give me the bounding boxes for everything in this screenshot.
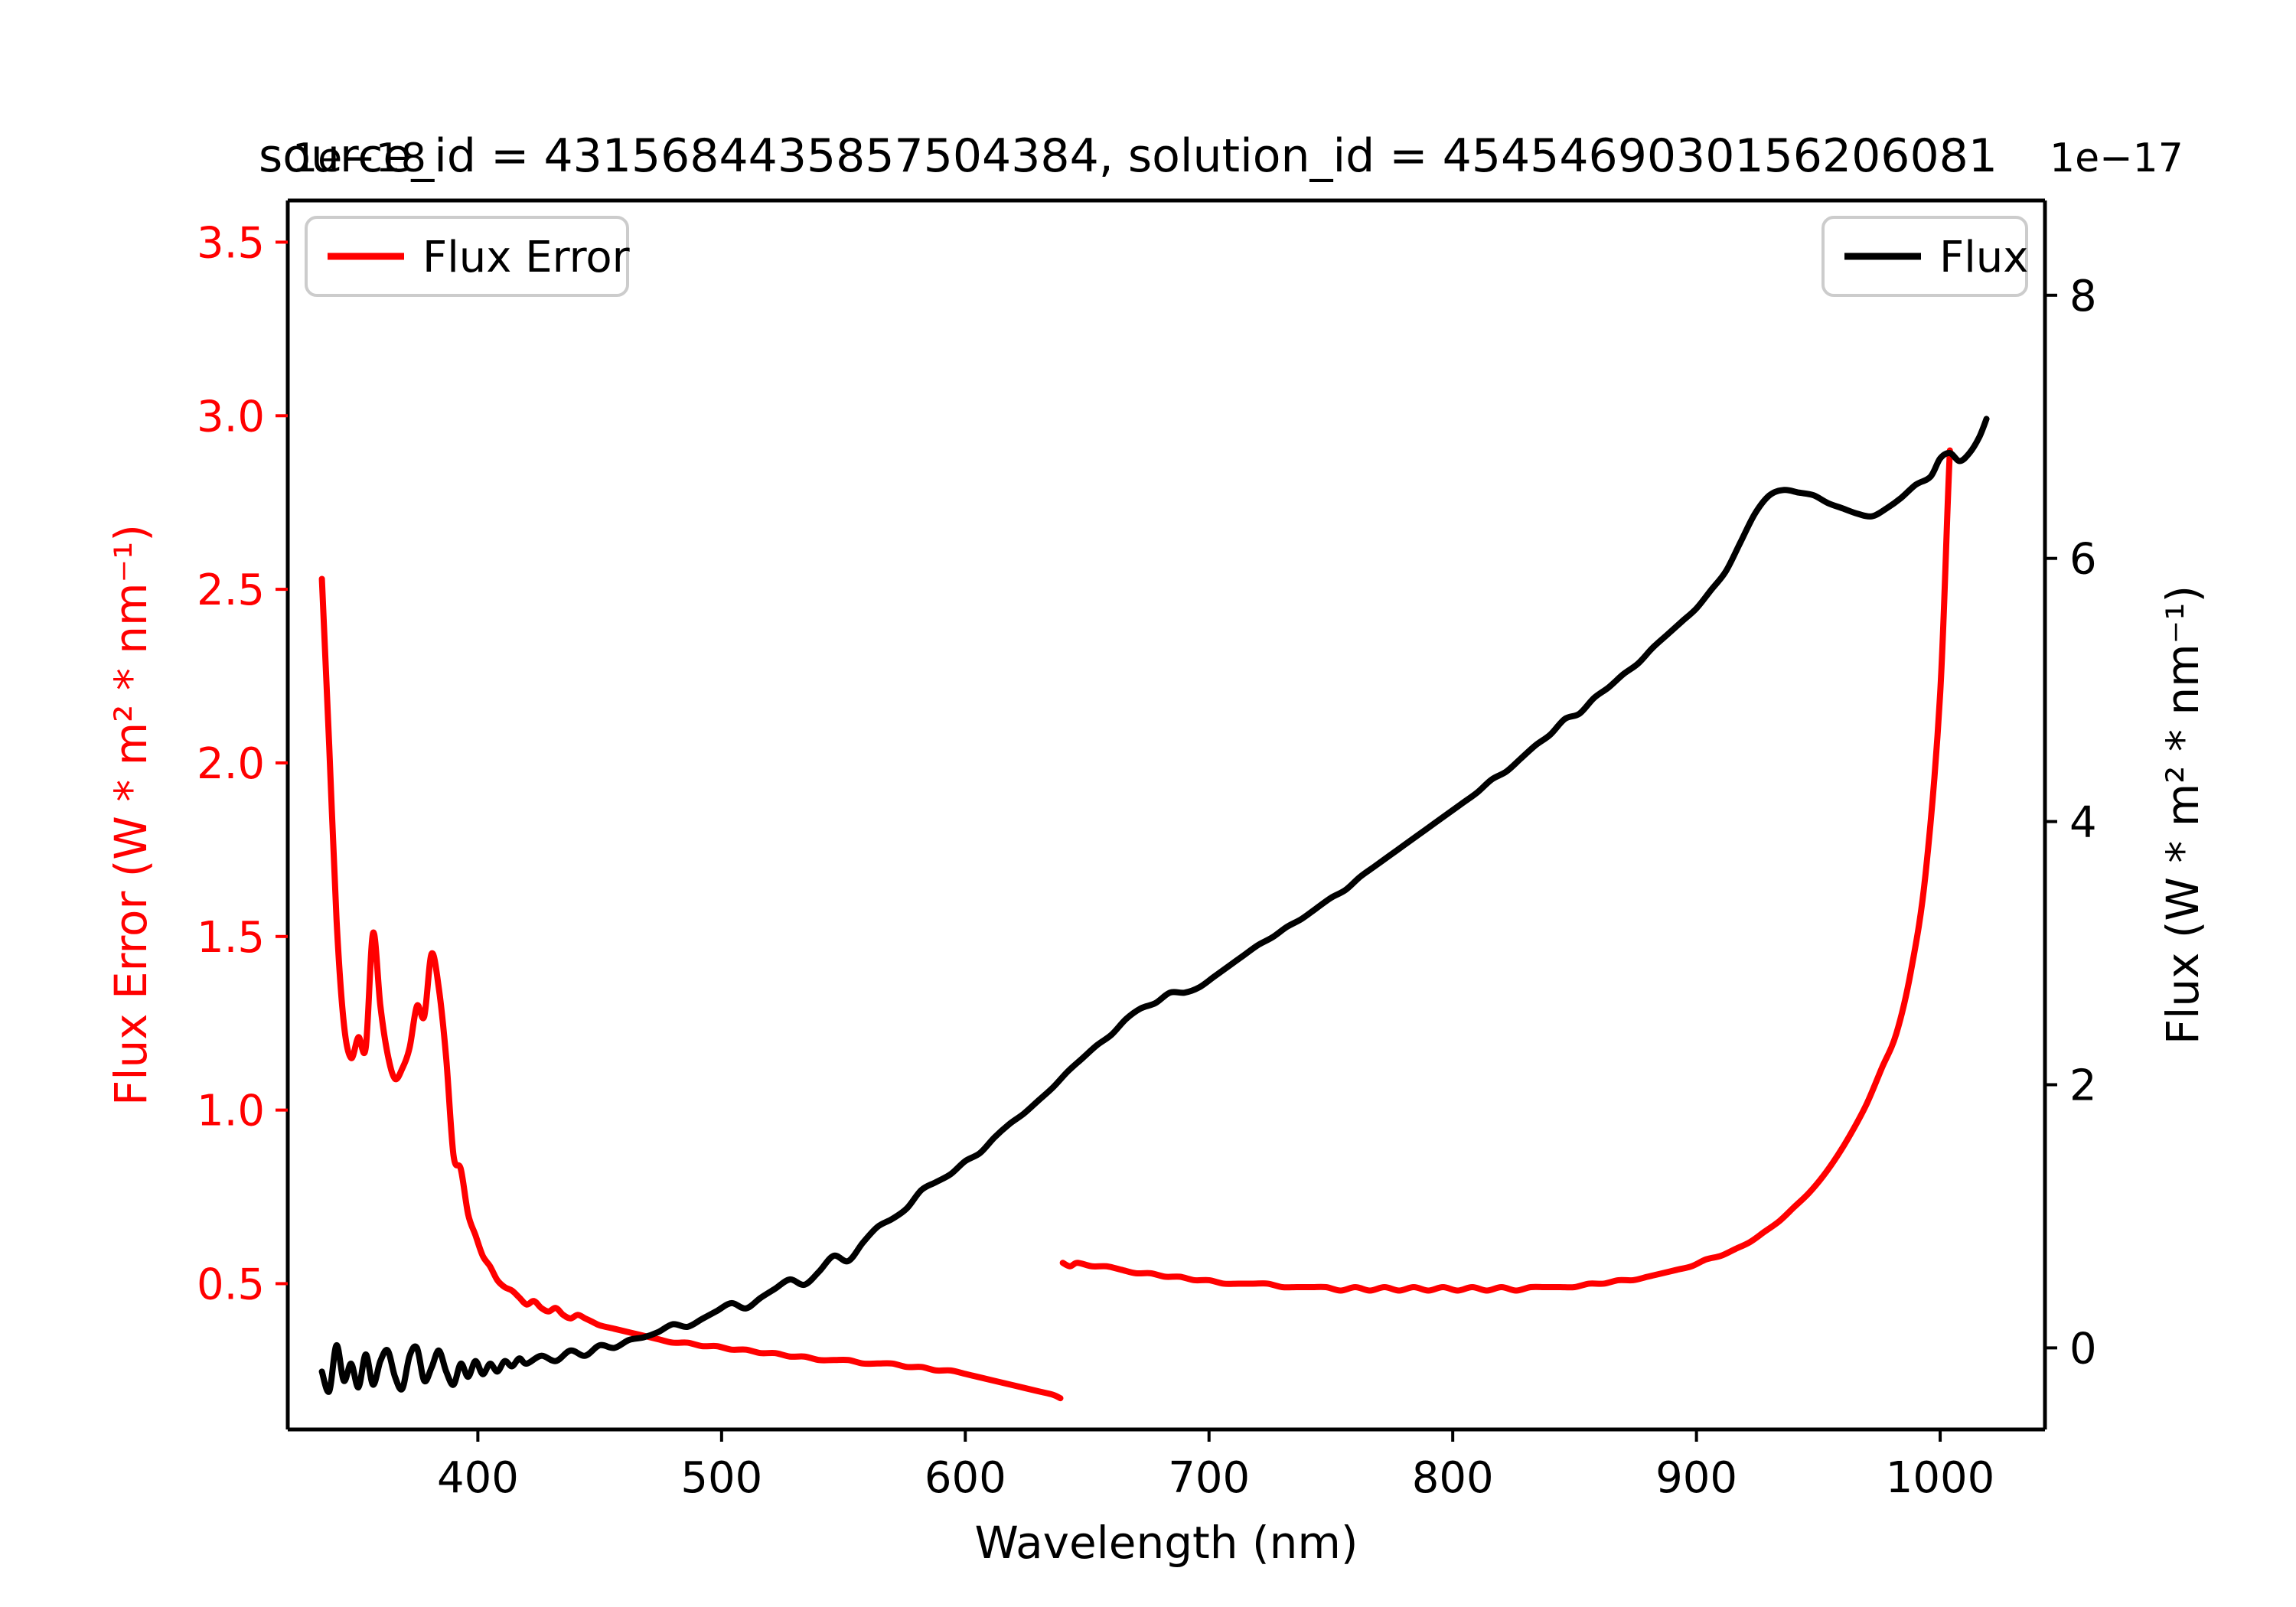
x-tick-label: 400 (437, 1453, 519, 1503)
left-axis-offset-text: 1e−18 (292, 135, 426, 181)
x-tick-label: 1000 (1886, 1453, 1995, 1503)
flux-legend[interactable]: Flux (1821, 216, 2028, 297)
y-left-tick-label: 3.5 (197, 218, 265, 268)
y-left-tick-label: 1.0 (197, 1087, 265, 1136)
y-right-tick-label: 2 (2069, 1061, 2097, 1110)
y-left-tick-label: 3.0 (197, 392, 265, 442)
x-tick-label: 800 (1412, 1453, 1494, 1503)
y-left-axis-label: Flux Error (W * m² * nm⁻¹) (105, 524, 157, 1106)
y-left-tick-label: 2.0 (197, 739, 265, 789)
flux-legend-label: Flux (1939, 233, 2028, 282)
y-right-axis-label: Flux (W * m² * nm⁻¹) (2157, 585, 2209, 1045)
y-left-tick-label: 2.5 (197, 566, 265, 615)
y-right-tick-label: 0 (2069, 1324, 2097, 1374)
plot-background (288, 200, 2045, 1429)
x-tick-label: 500 (680, 1453, 762, 1503)
x-axis-ticks: 400 500 600 700 800 900 1000 (437, 1429, 1994, 1503)
flux-error-legend-label: Flux Error (422, 233, 631, 282)
flux-error-line (318, 447, 1953, 1402)
y-left-tick-label: 1.5 (197, 913, 265, 963)
chart-title: source_id = 4315684435857504384, solutio… (259, 129, 1998, 183)
x-axis-label: Wavelength (nm) (974, 1517, 1358, 1569)
y-right-tick-label: 4 (2069, 798, 2097, 848)
flux-line (318, 416, 1990, 1395)
y-right-axis-ticks: 0 2 4 6 8 (2045, 272, 2097, 1374)
y-right-tick-label: 8 (2069, 272, 2097, 321)
y-right-tick-label: 6 (2069, 535, 2097, 585)
flux-error-legend-box (305, 216, 629, 297)
y-left-tick-label: 0.5 (197, 1260, 265, 1309)
flux-legend-box (1821, 216, 2028, 297)
x-tick-label: 900 (1655, 1453, 1737, 1503)
right-axis-offset-text: 1e−17 (2050, 135, 2183, 181)
x-tick-label: 600 (925, 1453, 1006, 1503)
flux-error-legend[interactable]: Flux Error (305, 216, 631, 297)
x-tick-label: 700 (1168, 1453, 1250, 1503)
y-left-axis-ticks: 0.5 1.0 1.5 2.0 2.5 3.0 3.5 (197, 218, 288, 1309)
